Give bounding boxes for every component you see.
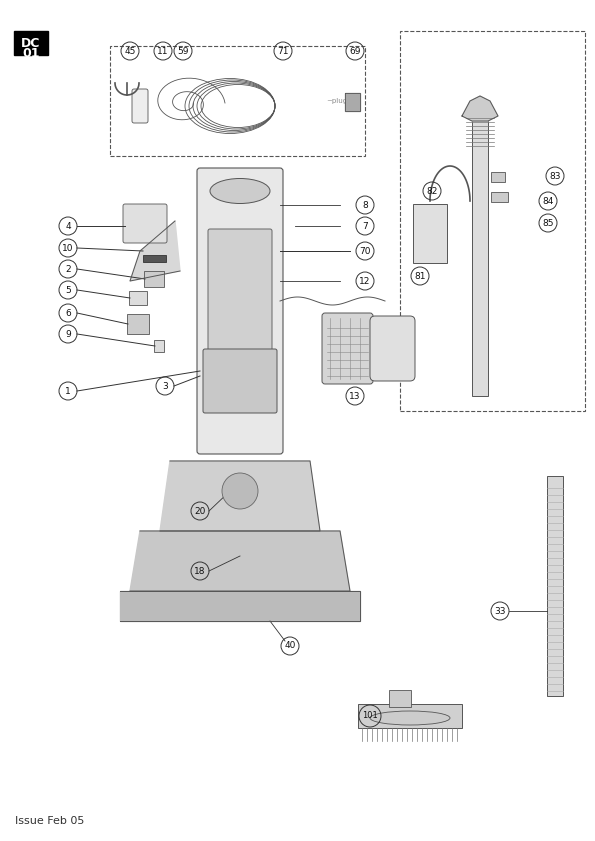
Text: 40: 40 [284,642,296,650]
Text: 6: 6 [65,309,71,318]
FancyBboxPatch shape [491,172,505,182]
FancyBboxPatch shape [491,192,508,202]
FancyBboxPatch shape [197,168,283,454]
FancyBboxPatch shape [154,340,164,352]
FancyBboxPatch shape [322,313,373,384]
Polygon shape [345,93,360,111]
Text: 84: 84 [542,197,554,205]
Text: 01: 01 [22,46,40,60]
FancyBboxPatch shape [370,316,415,381]
Polygon shape [462,96,498,121]
FancyBboxPatch shape [472,116,488,396]
Circle shape [212,463,268,519]
FancyBboxPatch shape [144,271,164,287]
Text: 20: 20 [195,506,206,516]
Text: 2: 2 [65,265,71,273]
Text: 5: 5 [65,285,71,294]
Text: 11: 11 [157,46,169,56]
Text: Issue Feb 05: Issue Feb 05 [15,816,84,826]
Text: 18: 18 [194,567,206,575]
Text: 1: 1 [65,387,71,395]
Text: ~plug~: ~plug~ [327,98,353,104]
FancyBboxPatch shape [203,349,277,413]
Circle shape [222,473,258,509]
Text: 9: 9 [65,330,71,338]
Text: 70: 70 [359,246,371,256]
Text: 3: 3 [162,382,168,390]
Text: 101: 101 [362,711,378,721]
FancyBboxPatch shape [14,31,48,55]
FancyBboxPatch shape [413,204,447,263]
Text: 13: 13 [349,392,361,400]
FancyBboxPatch shape [208,229,272,353]
Text: 45: 45 [124,46,136,56]
Text: 7: 7 [362,221,368,230]
Ellipse shape [370,711,450,725]
Text: DC: DC [21,36,40,50]
FancyBboxPatch shape [547,476,563,696]
Text: 83: 83 [549,172,560,181]
FancyBboxPatch shape [132,89,148,123]
Text: 10: 10 [62,244,74,252]
Polygon shape [120,591,360,621]
Text: 8: 8 [362,200,368,209]
Text: 82: 82 [426,187,438,195]
Ellipse shape [210,178,270,204]
FancyBboxPatch shape [123,204,167,243]
FancyBboxPatch shape [358,704,462,728]
Polygon shape [130,221,180,281]
Text: 85: 85 [542,219,554,228]
Text: 12: 12 [359,277,371,285]
FancyBboxPatch shape [142,255,165,262]
Text: 69: 69 [349,46,361,56]
FancyBboxPatch shape [389,690,411,707]
Polygon shape [160,461,320,531]
Text: 81: 81 [414,272,426,281]
Text: 71: 71 [277,46,289,56]
Polygon shape [130,531,350,591]
Text: 59: 59 [177,46,189,56]
Text: 4: 4 [65,221,71,230]
FancyBboxPatch shape [129,291,147,305]
Text: 33: 33 [494,606,506,616]
FancyBboxPatch shape [127,314,149,334]
